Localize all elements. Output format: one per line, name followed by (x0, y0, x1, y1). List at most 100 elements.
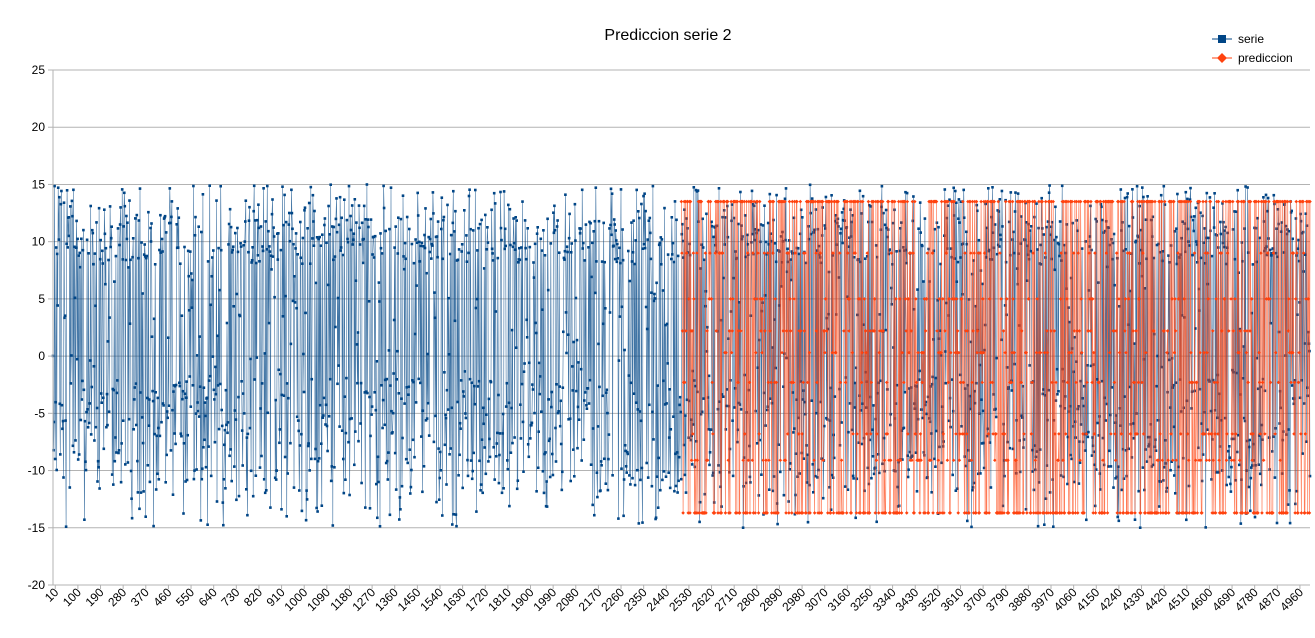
serie-point (583, 259, 587, 262)
prediccion-point (1208, 199, 1213, 204)
serie-point (521, 200, 524, 203)
serie-point (251, 246, 254, 249)
prediccion-point (847, 329, 851, 333)
prediccion-point (1286, 329, 1291, 333)
prediccion-point (1126, 511, 1130, 515)
serie-point (229, 225, 233, 229)
serie-point (295, 306, 298, 310)
serie-point (1042, 233, 1046, 236)
serie-point (640, 202, 643, 206)
serie-point (579, 367, 583, 371)
serie-point (757, 228, 760, 232)
serie-point (371, 253, 374, 256)
serie-point (944, 381, 948, 385)
prediccion-point (883, 511, 888, 515)
serie-point (159, 251, 163, 254)
prediccion-point (684, 329, 688, 333)
prediccion-point (918, 432, 923, 436)
serie-point (769, 397, 772, 400)
serie-point (601, 322, 605, 326)
serie-point (660, 263, 663, 266)
serie-point (834, 219, 837, 223)
serie-point (327, 415, 331, 418)
serie-point (302, 352, 305, 356)
serie-point (768, 192, 772, 196)
serie-point (1001, 504, 1005, 508)
serie-point (741, 526, 745, 529)
prediccion-point (1297, 350, 1301, 355)
serie-point (1147, 443, 1151, 446)
serie-point (835, 243, 839, 246)
serie-point (1072, 480, 1076, 484)
serie-point (1012, 251, 1016, 255)
prediccion-point (897, 511, 902, 515)
x-tick-label: 2170 (576, 585, 605, 614)
prediccion-point (1114, 251, 1119, 255)
serie-point (1195, 240, 1198, 243)
prediccion-point (1019, 329, 1024, 333)
prediccion-point (945, 458, 950, 463)
serie-point (1125, 195, 1129, 199)
prediccion-point (969, 458, 974, 463)
serie-point (426, 401, 430, 405)
serie-point (279, 248, 283, 252)
prediccion-point (876, 199, 880, 204)
serie-point (1016, 192, 1020, 195)
serie-point (1073, 335, 1076, 339)
serie-point (1175, 262, 1179, 266)
serie-point (532, 276, 536, 279)
x-tick-label: 1990 (530, 585, 559, 614)
serie-point (858, 189, 862, 193)
serie-point (1233, 210, 1236, 213)
serie-point (525, 318, 528, 322)
x-tick-label: 370 (128, 585, 152, 609)
serie-point (341, 253, 345, 257)
serie-point (649, 257, 653, 261)
serie-point (919, 231, 922, 234)
serie-point (841, 218, 845, 222)
serie-point (247, 250, 250, 254)
serie-point (152, 317, 156, 321)
serie-point (373, 391, 376, 394)
prediccion-point (1204, 199, 1208, 204)
prediccion-point (1088, 329, 1093, 333)
serie-point (895, 250, 898, 253)
serie-point (102, 396, 105, 400)
serie-point (152, 524, 155, 528)
serie-point (334, 325, 337, 329)
prediccion-point (821, 458, 826, 463)
serie-point (1303, 342, 1307, 345)
serie-point (1138, 526, 1142, 529)
serie-point (1214, 471, 1218, 474)
serie-point (853, 406, 856, 409)
y-tick-label: 25 (32, 63, 46, 77)
serie-point (110, 473, 114, 476)
prediccion-point (813, 199, 818, 204)
prediccion-point (1293, 297, 1298, 301)
serie-point (363, 391, 367, 394)
serie-point (687, 399, 691, 403)
prediccion-point (898, 297, 902, 301)
prediccion-point (843, 380, 848, 385)
serie-point (280, 393, 284, 397)
serie-point (1227, 475, 1231, 479)
prediccion-point (1105, 511, 1110, 515)
serie-point (614, 229, 617, 232)
serie-point (226, 431, 229, 435)
serie-point (1045, 464, 1049, 467)
serie-point (401, 436, 404, 440)
prediccion-point (952, 199, 957, 204)
prediccion-point (903, 199, 907, 204)
serie-point (478, 459, 481, 463)
prediccion-point (1156, 458, 1161, 463)
serie-point (615, 260, 619, 264)
prediccion-point (784, 329, 789, 333)
prediccion-point (916, 350, 920, 355)
serie-point (314, 281, 318, 285)
prediccion-point (1026, 297, 1031, 301)
prediccion-point (946, 380, 951, 385)
prediccion-point (789, 511, 794, 515)
prediccion-point (1152, 329, 1156, 333)
serie-point (684, 491, 688, 494)
serie-point (805, 481, 809, 484)
